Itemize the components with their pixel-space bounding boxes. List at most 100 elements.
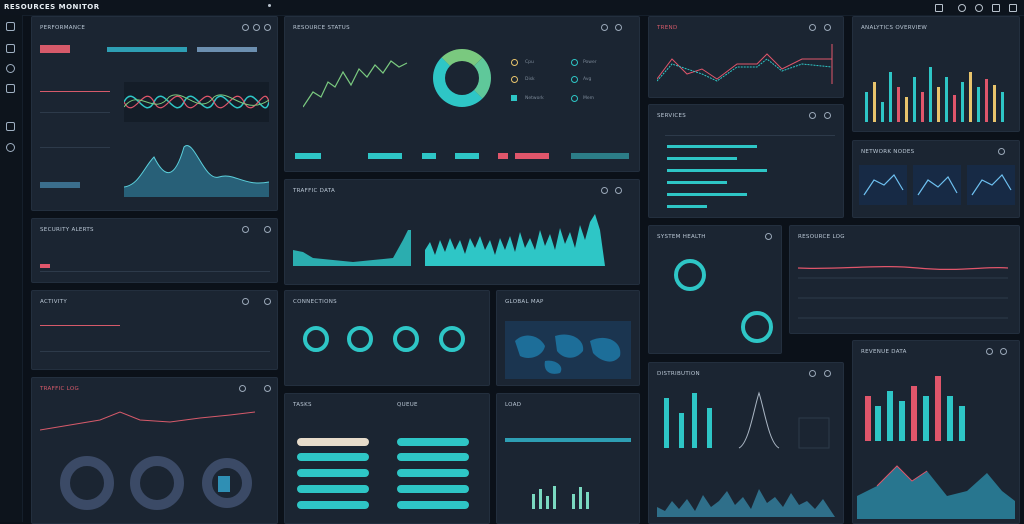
settings-icon[interactable] xyxy=(601,187,608,194)
progress-bar xyxy=(297,453,369,461)
progress-bar xyxy=(397,438,469,446)
bar-chart xyxy=(664,391,830,449)
panel-title: PERFORMANCE xyxy=(40,25,86,31)
expand-icon[interactable] xyxy=(998,148,1005,155)
expand-icon[interactable] xyxy=(615,187,622,194)
gauge-ring xyxy=(741,311,773,343)
settings-icon[interactable] xyxy=(809,24,816,31)
legend-label: Disk xyxy=(525,77,535,82)
cloud-icon[interactable] xyxy=(6,64,15,73)
panel-title: QUEUE xyxy=(397,402,418,408)
line-chart xyxy=(657,44,833,84)
trend-panel: TREND xyxy=(648,16,844,98)
legend-label: Power xyxy=(583,60,597,65)
grid-icon[interactable] xyxy=(6,22,15,31)
ring-gauge xyxy=(393,326,419,352)
revenue-panel: REVENUE DATA xyxy=(852,340,1020,524)
minimize-icon[interactable] xyxy=(935,4,943,12)
panel-title: RESOURCE STATUS xyxy=(293,25,350,31)
metric-bar xyxy=(40,45,70,53)
panel-title: GLOBAL MAP xyxy=(505,299,544,305)
top-bar: RESOURCES MONITOR xyxy=(0,0,1024,16)
grid-icon[interactable] xyxy=(1009,4,1017,12)
area-chart xyxy=(293,230,411,266)
settings-icon[interactable] xyxy=(992,4,1000,12)
refresh-icon[interactable] xyxy=(242,298,249,305)
legend-icon xyxy=(511,76,518,83)
minibars-panel: LOAD xyxy=(496,393,640,524)
legend-label: Network xyxy=(525,96,544,101)
legend-icon xyxy=(511,95,517,101)
panel-title: DISTRIBUTION xyxy=(657,371,700,377)
expand-icon[interactable] xyxy=(615,24,622,31)
distribution-panel: DISTRIBUTION xyxy=(648,362,844,524)
settings-icon[interactable] xyxy=(601,24,608,31)
rings-panel: CONNECTIONS xyxy=(284,290,490,386)
services-panel: SERVICES xyxy=(648,104,844,218)
app-title: RESOURCES MONITOR xyxy=(4,3,100,11)
gauges-panel: SYSTEM HEALTH xyxy=(648,225,782,354)
legend-icon xyxy=(511,59,518,66)
panel-title: NETWORK NODES xyxy=(861,149,915,155)
divider xyxy=(40,325,120,326)
sidebar xyxy=(0,15,23,522)
divider xyxy=(40,147,110,148)
expand-icon[interactable] xyxy=(765,233,772,240)
panel-title: SECURITY ALERTS xyxy=(40,227,94,233)
divider xyxy=(40,351,270,352)
metric-bar xyxy=(197,47,257,52)
panel-title: LOAD xyxy=(505,402,522,408)
settings-icon[interactable] xyxy=(809,112,816,119)
bar-chart xyxy=(657,489,835,517)
globe-icon[interactable] xyxy=(6,143,15,152)
progress-bar xyxy=(297,438,369,446)
expand-icon[interactable] xyxy=(264,24,271,31)
stat-bar xyxy=(515,153,549,159)
line-chart xyxy=(798,265,1008,319)
stat-bar xyxy=(455,153,479,159)
expand-icon[interactable] xyxy=(824,370,831,377)
monitor-icon[interactable] xyxy=(6,122,15,131)
bar-chart xyxy=(865,376,965,441)
refresh-icon[interactable] xyxy=(239,385,246,392)
legend-label: Avg xyxy=(583,77,592,82)
bell-icon[interactable] xyxy=(958,4,966,12)
service-bar xyxy=(667,145,757,148)
panel-title: REVENUE DATA xyxy=(861,349,907,355)
progress-panel: TASKS QUEUE xyxy=(284,393,490,524)
user-icon[interactable] xyxy=(975,4,983,12)
stat-bar xyxy=(498,153,508,159)
service-bar xyxy=(667,193,747,196)
expand-icon[interactable] xyxy=(1000,348,1007,355)
divider xyxy=(665,135,835,136)
expand-icon[interactable] xyxy=(824,112,831,119)
line-chart xyxy=(303,60,408,108)
status-dot xyxy=(268,4,271,7)
chart-icon[interactable] xyxy=(6,44,15,53)
panel-title: SYSTEM HEALTH xyxy=(657,234,706,240)
wave-chart xyxy=(124,82,269,122)
settings-icon[interactable] xyxy=(986,348,993,355)
refresh-icon[interactable] xyxy=(242,226,249,233)
settings-icon[interactable] xyxy=(253,24,260,31)
metric-bar xyxy=(107,47,187,52)
shield-icon[interactable] xyxy=(6,84,15,93)
load-bar xyxy=(505,438,631,442)
expand-icon[interactable] xyxy=(824,24,831,31)
panel-title: SERVICES xyxy=(657,113,687,119)
progress-bar xyxy=(397,501,469,509)
settings-icon[interactable] xyxy=(264,226,271,233)
settings-icon[interactable] xyxy=(264,298,271,305)
settings-icon[interactable] xyxy=(264,385,271,392)
donut-chart xyxy=(60,456,114,510)
legend-label: Cpu xyxy=(525,60,534,65)
refresh-icon[interactable] xyxy=(242,24,249,31)
map-panel: GLOBAL MAP xyxy=(496,290,640,386)
settings-icon[interactable] xyxy=(809,370,816,377)
progress-bar xyxy=(297,501,369,509)
legend-icon xyxy=(571,59,578,66)
area-chart xyxy=(124,145,269,197)
service-bar xyxy=(667,157,737,160)
panel-title: ANALYTICS OVERVIEW xyxy=(861,25,928,31)
panel-title: CONNECTIONS xyxy=(293,299,337,305)
